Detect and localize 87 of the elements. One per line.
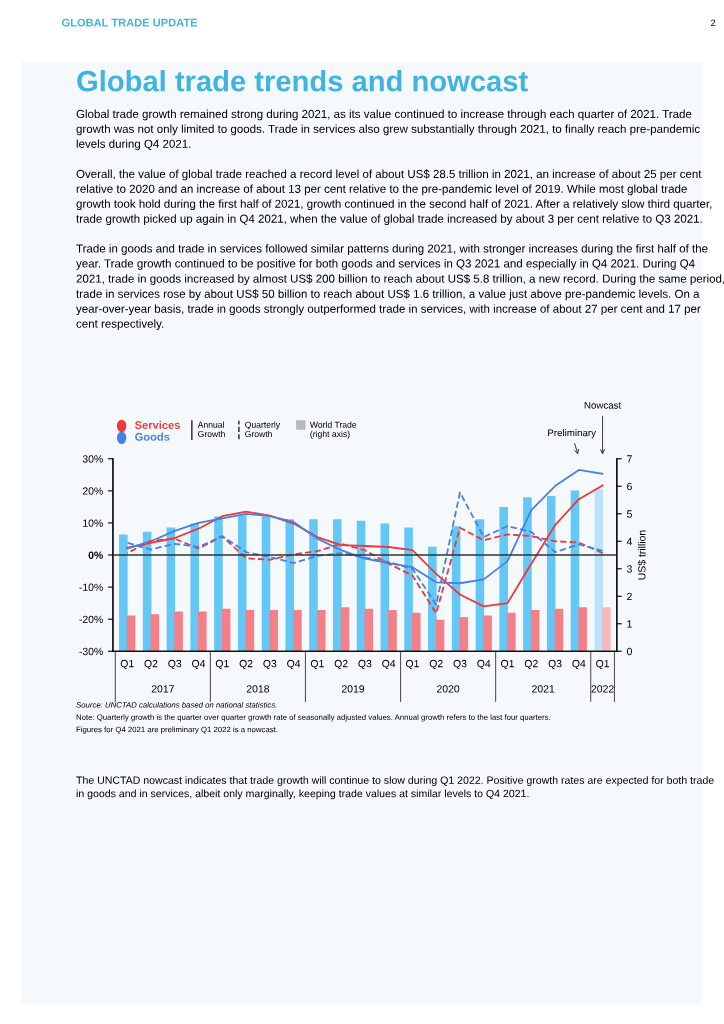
y2-tick-label: 4 [626, 537, 633, 546]
y2-axis-title: US$ trillion [637, 530, 647, 580]
bar [554, 608, 564, 652]
bar [150, 614, 160, 652]
y-tick-label: 20% [82, 487, 103, 495]
x-tick-label: Q1 [596, 659, 610, 670]
x-tick-label: Q2 [334, 659, 348, 670]
x-tick-label: Q3 [358, 659, 372, 670]
bar [126, 615, 136, 652]
bar [221, 608, 231, 652]
text: 2018 [246, 685, 270, 693]
bar [594, 489, 604, 652]
x-tick-label: Q4 [287, 659, 301, 670]
text: Preliminary [548, 429, 596, 439]
text: The UNCTAD nowcast indicates that trade growth will continue to slow during Q1 2022. Positive growth rates are expected for both trade in goods and in services, albeit only marginally, keeping trade values at similar levels to Q4 2021. [76, 776, 714, 800]
x-tick-label: Q2 [524, 659, 538, 670]
y-tick-label: -30% [79, 647, 103, 656]
bar [316, 610, 326, 652]
x-tick-label: Q3 [548, 659, 562, 670]
text: 2017 [151, 685, 174, 693]
text: Quarterly Growth [245, 421, 281, 438]
text: Global trade growth remained strong during 2021, as its value continued to increase through each quarter of 2021. Trade growth was not only limited to goods. Trade in services also grew substantially through 2021, to finally reach pre-pandemic levels during Q4 2021. Overall, the value of global trade reached a record level of about US$ 28.5 trillion in 2021, an increase of about 25 per cent relative to 2020 and an increase of about 13 per cent relative to the pre-pandemic level of 2019. While most global trade growth took hold during the first half of 2021, growth continued in the second half of 2021. After a relatively slow third quarter, trade growth picked up again in Q4 2021, when the value of global trade increased by about 3 per cent relative to Q3 2021. Trade in goods and trade in services followed similar patterns during 2021, with stronger increases during the first half of the year. Trade growth continued to be positive for both goods and services in Q3 2021 and especially in Q4 2021. During Q4 2021, trade in goods increased by almost US$ 200 billion to reach about US$ 5.8 trillion, a new record. During the same period, trade in services rose by about US$ 50 billion to reach about US$ 1.6 trillion, a value just above pre-pandemic levels. On a year-over-year basis, trade in goods strongly outperformed trade in services, with increase of about 27 per cent and 17 per cent respectively. [76, 109, 724, 331]
bar [285, 519, 295, 652]
y2-tick-label: 5 [626, 510, 632, 518]
text: 2020 [437, 685, 460, 693]
bar [245, 610, 255, 652]
bar [412, 612, 421, 652]
bar [214, 516, 223, 652]
y2-tick-label: 1 [627, 620, 632, 628]
x-tick-label: Q2 [429, 659, 443, 670]
bar [459, 616, 469, 652]
bar [309, 519, 318, 652]
text: 2021 [532, 685, 555, 693]
bar [174, 611, 183, 652]
y2-tick-label: 0 [626, 647, 632, 656]
bar [333, 519, 342, 652]
x-tick-label: Q2 [144, 659, 158, 670]
bar [435, 619, 445, 652]
x-tick-label: Q3 [263, 659, 277, 670]
text: GLOBAL TRADE UPDATE [62, 18, 198, 27]
bar [237, 515, 247, 652]
x-tick-label: Q1 [310, 659, 324, 670]
x-tick-label: Q3 [453, 659, 467, 670]
x-tick-label: Q2 [239, 659, 253, 670]
bar [364, 608, 374, 652]
text: Annual Growth [197, 421, 225, 438]
bar [269, 610, 278, 652]
text: World Trade (right axis) [309, 421, 357, 439]
y-tick-label: -10% [79, 583, 103, 591]
x-tick-label: Q1 [120, 659, 134, 670]
bar [507, 612, 516, 652]
bar [190, 523, 199, 652]
text: Nowcast [584, 401, 622, 409]
x-tick-label: Q3 [168, 659, 182, 670]
x-tick-label: Q4 [192, 659, 206, 670]
y-tick-label: 10% [83, 519, 103, 527]
chart-title: Global trade trends and nowcast [77, 70, 528, 92]
bar [530, 610, 540, 652]
x-tick-label: Q1 [501, 659, 514, 670]
text: 2022 [591, 685, 614, 693]
bar [499, 506, 508, 652]
legend-label: Services [134, 420, 180, 429]
y2-tick-label: 3 [626, 565, 632, 573]
bar [388, 610, 397, 652]
y2-tick-label: 7 [627, 455, 632, 463]
y-tick-label: -20% [79, 615, 103, 624]
bar [523, 497, 532, 652]
x-tick-label: Q4 [477, 659, 491, 670]
y2-tick-label: 2 [627, 592, 632, 601]
legend-label: Goods [135, 432, 170, 441]
x-tick-label: Q4 [382, 659, 396, 670]
y-tick-label: 0% [88, 551, 103, 559]
bar [119, 534, 128, 652]
bar [602, 607, 611, 652]
x-tick-label: Q4 [572, 659, 586, 670]
bar [578, 607, 587, 652]
y-tick-label: 30% [82, 455, 103, 463]
bar [293, 610, 302, 652]
bar [483, 615, 492, 652]
bar [404, 527, 413, 652]
bar [340, 607, 350, 652]
x-tick-label: Q1 [215, 659, 229, 670]
y2-tick-label: 6 [627, 482, 632, 491]
x-tick-label: Q1 [405, 659, 419, 670]
text: 2019 [341, 685, 365, 693]
bar [198, 611, 207, 652]
text: 2 [711, 19, 716, 26]
